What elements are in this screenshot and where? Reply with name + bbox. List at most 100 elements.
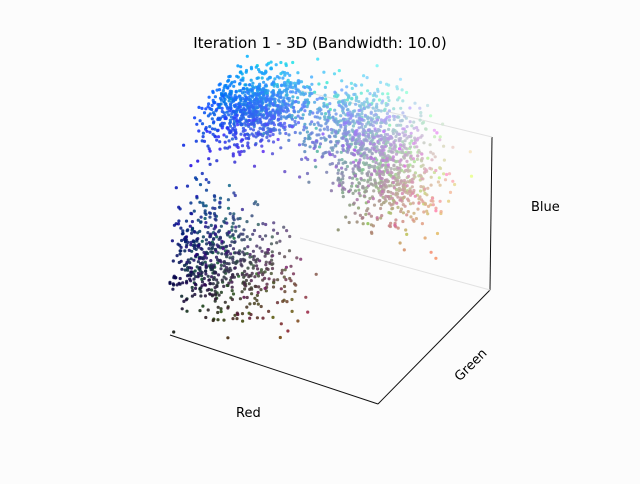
scatter-point	[276, 137, 280, 142]
scatter-point	[260, 249, 264, 253]
scatter-point	[338, 119, 342, 123]
scatter-point	[185, 260, 189, 264]
scatter-point	[271, 90, 275, 94]
scatter-point	[252, 228, 257, 233]
scatter-point	[180, 294, 184, 298]
scatter-point	[379, 137, 383, 141]
scatter-point	[242, 238, 246, 242]
scatter-point	[199, 215, 203, 219]
scatter-point	[196, 231, 200, 235]
scatter-point	[403, 139, 407, 143]
scatter-point	[426, 204, 431, 208]
scatter-point	[326, 128, 330, 132]
scatter-point	[344, 167, 348, 171]
scatter-point	[253, 296, 257, 300]
scatter-point	[214, 271, 218, 275]
scatter-point	[383, 145, 387, 149]
scatter-point	[397, 171, 401, 175]
scatter-point	[299, 257, 303, 261]
scatter-point	[331, 181, 335, 185]
scatter-point	[172, 330, 176, 334]
scatter-point	[196, 260, 200, 264]
scatter-point	[285, 93, 289, 97]
scatter-point	[398, 77, 403, 81]
scatter-point	[360, 102, 364, 106]
scatter-point	[283, 73, 287, 77]
scatter-point	[451, 179, 455, 183]
scatter-point	[286, 87, 290, 91]
scatter-point	[215, 107, 219, 112]
scatter-point	[193, 116, 197, 120]
scatter-point	[289, 279, 293, 283]
scatter-point	[354, 102, 358, 106]
scatter-point	[308, 136, 312, 141]
scatter-point	[382, 141, 386, 145]
scatter-point	[379, 80, 383, 84]
scatter-point	[386, 190, 390, 194]
scatter-point	[225, 221, 229, 225]
scatter-point	[390, 196, 394, 200]
scatter-point	[385, 82, 389, 86]
scatter-point	[350, 97, 354, 101]
scatter-point	[272, 84, 276, 88]
scatter-point	[340, 172, 344, 176]
scatter-point	[241, 250, 245, 254]
scatter-point	[357, 165, 361, 169]
scatter-point	[202, 204, 206, 208]
scatter-point	[267, 309, 271, 313]
scatter-point	[281, 76, 285, 80]
scatter-point	[392, 167, 396, 171]
scatter-point	[260, 144, 264, 148]
scatter-point	[304, 295, 308, 299]
scatter-point	[238, 153, 242, 157]
scatter-point	[334, 112, 338, 116]
scatter-point	[304, 156, 308, 160]
scatter-point	[213, 297, 218, 301]
scatter-point	[375, 102, 379, 106]
scatter-point	[366, 116, 370, 120]
scatter-point	[271, 114, 275, 118]
scatter-point	[238, 105, 243, 109]
scatter-point	[229, 108, 233, 113]
scatter-point	[196, 271, 200, 275]
scatter-point	[370, 129, 374, 134]
scatter-point	[247, 118, 251, 122]
scatter-point	[397, 175, 401, 180]
scatter-point	[228, 102, 233, 106]
scatter-point	[418, 189, 423, 193]
scatter-point	[186, 240, 190, 244]
scatter-point	[356, 161, 361, 165]
scatter-point	[256, 302, 260, 306]
scatter-point	[374, 181, 378, 185]
scatter-point	[228, 243, 232, 248]
scatter-point	[189, 266, 194, 270]
scatter-point	[298, 116, 302, 120]
scatter-point	[353, 109, 357, 113]
scatter-point	[278, 239, 282, 243]
scatter-point	[259, 268, 264, 272]
scatter-point	[228, 121, 232, 126]
scatter-point	[188, 224, 192, 228]
scatter-point	[333, 130, 337, 134]
scatter-point	[239, 132, 243, 136]
scatter-point	[179, 226, 183, 230]
scatter-point	[302, 139, 306, 143]
scatter-point	[325, 170, 329, 174]
scatter-point	[419, 114, 423, 118]
scatter-point	[380, 189, 384, 194]
scatter-point	[406, 210, 410, 214]
scatter-point	[412, 211, 416, 215]
scatter-point	[226, 79, 230, 83]
scatter-point	[268, 134, 272, 138]
scatter-point	[370, 173, 374, 177]
scatter-point	[367, 166, 371, 170]
scatter-point	[289, 264, 293, 268]
scatter-point	[349, 81, 353, 85]
scatter-point	[352, 201, 356, 205]
scatter-point	[269, 60, 273, 64]
scatter-point	[256, 203, 260, 207]
scatter-point	[384, 194, 388, 198]
scatter-point	[254, 65, 258, 69]
scatter-point	[393, 223, 397, 227]
scatter-point	[415, 145, 419, 149]
